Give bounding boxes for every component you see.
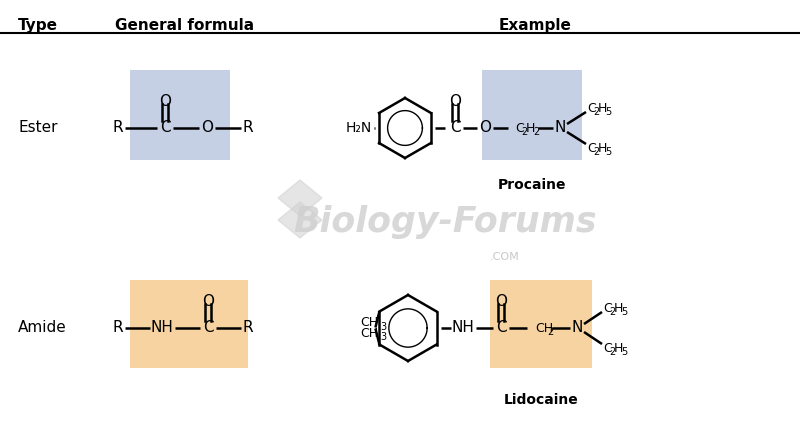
Text: O: O [479, 120, 491, 136]
Text: O: O [449, 95, 461, 109]
Polygon shape [278, 202, 322, 238]
Text: O: O [201, 120, 213, 136]
Text: C: C [587, 142, 596, 154]
Text: Amide: Amide [18, 320, 66, 335]
Text: R: R [242, 120, 254, 136]
Text: C: C [450, 120, 460, 136]
Text: CH: CH [535, 321, 553, 334]
Text: H: H [614, 302, 623, 314]
Text: .COM: .COM [490, 252, 520, 262]
Text: C: C [496, 320, 506, 335]
Text: C: C [160, 120, 170, 136]
Text: Example: Example [498, 18, 571, 33]
Text: C: C [202, 320, 214, 335]
Text: R: R [113, 120, 123, 136]
Text: C: C [587, 102, 596, 115]
Text: 5: 5 [621, 347, 627, 357]
Text: C: C [603, 341, 612, 354]
Text: 3: 3 [381, 321, 386, 331]
Text: 3: 3 [381, 333, 386, 343]
Text: NH: NH [451, 320, 474, 335]
Bar [130, 70, 230, 160]
Text: General formula: General formula [115, 18, 254, 33]
Text: N: N [571, 320, 582, 335]
Text: NH: NH [150, 320, 174, 335]
Text: 2: 2 [593, 107, 599, 117]
Text: O: O [159, 95, 171, 109]
Polygon shape [278, 180, 322, 216]
Text: N: N [554, 120, 566, 136]
Text: H: H [526, 122, 535, 134]
Text: 2: 2 [593, 147, 599, 157]
Text: Ester: Ester [18, 120, 58, 136]
Text: H: H [614, 341, 623, 354]
Text: CH: CH [360, 316, 378, 329]
Bar [490, 280, 592, 368]
Text: Biology-Forums: Biology-Forums [294, 205, 597, 239]
Text: 2: 2 [521, 127, 527, 137]
Text: 5: 5 [605, 147, 611, 157]
Text: R: R [113, 320, 123, 335]
Text: 5: 5 [605, 107, 611, 117]
Text: O: O [495, 294, 507, 310]
Text: 2: 2 [547, 327, 554, 337]
Text: Procaine: Procaine [498, 178, 566, 192]
Text: O: O [202, 294, 214, 310]
Text: 2: 2 [533, 127, 539, 137]
Text: H₂N: H₂N [346, 121, 372, 135]
Text: R: R [242, 320, 254, 335]
Bar [130, 280, 248, 368]
Text: Type: Type [18, 18, 58, 33]
Text: C: C [603, 302, 612, 314]
Text: Lidocaine: Lidocaine [504, 393, 578, 407]
Text: H: H [598, 102, 607, 115]
Bar [482, 70, 582, 160]
Text: CH: CH [360, 327, 378, 340]
Text: 2: 2 [609, 347, 615, 357]
Text: H: H [598, 142, 607, 154]
Text: 2: 2 [609, 307, 615, 317]
Text: C: C [515, 122, 524, 134]
Text: 5: 5 [621, 307, 627, 317]
